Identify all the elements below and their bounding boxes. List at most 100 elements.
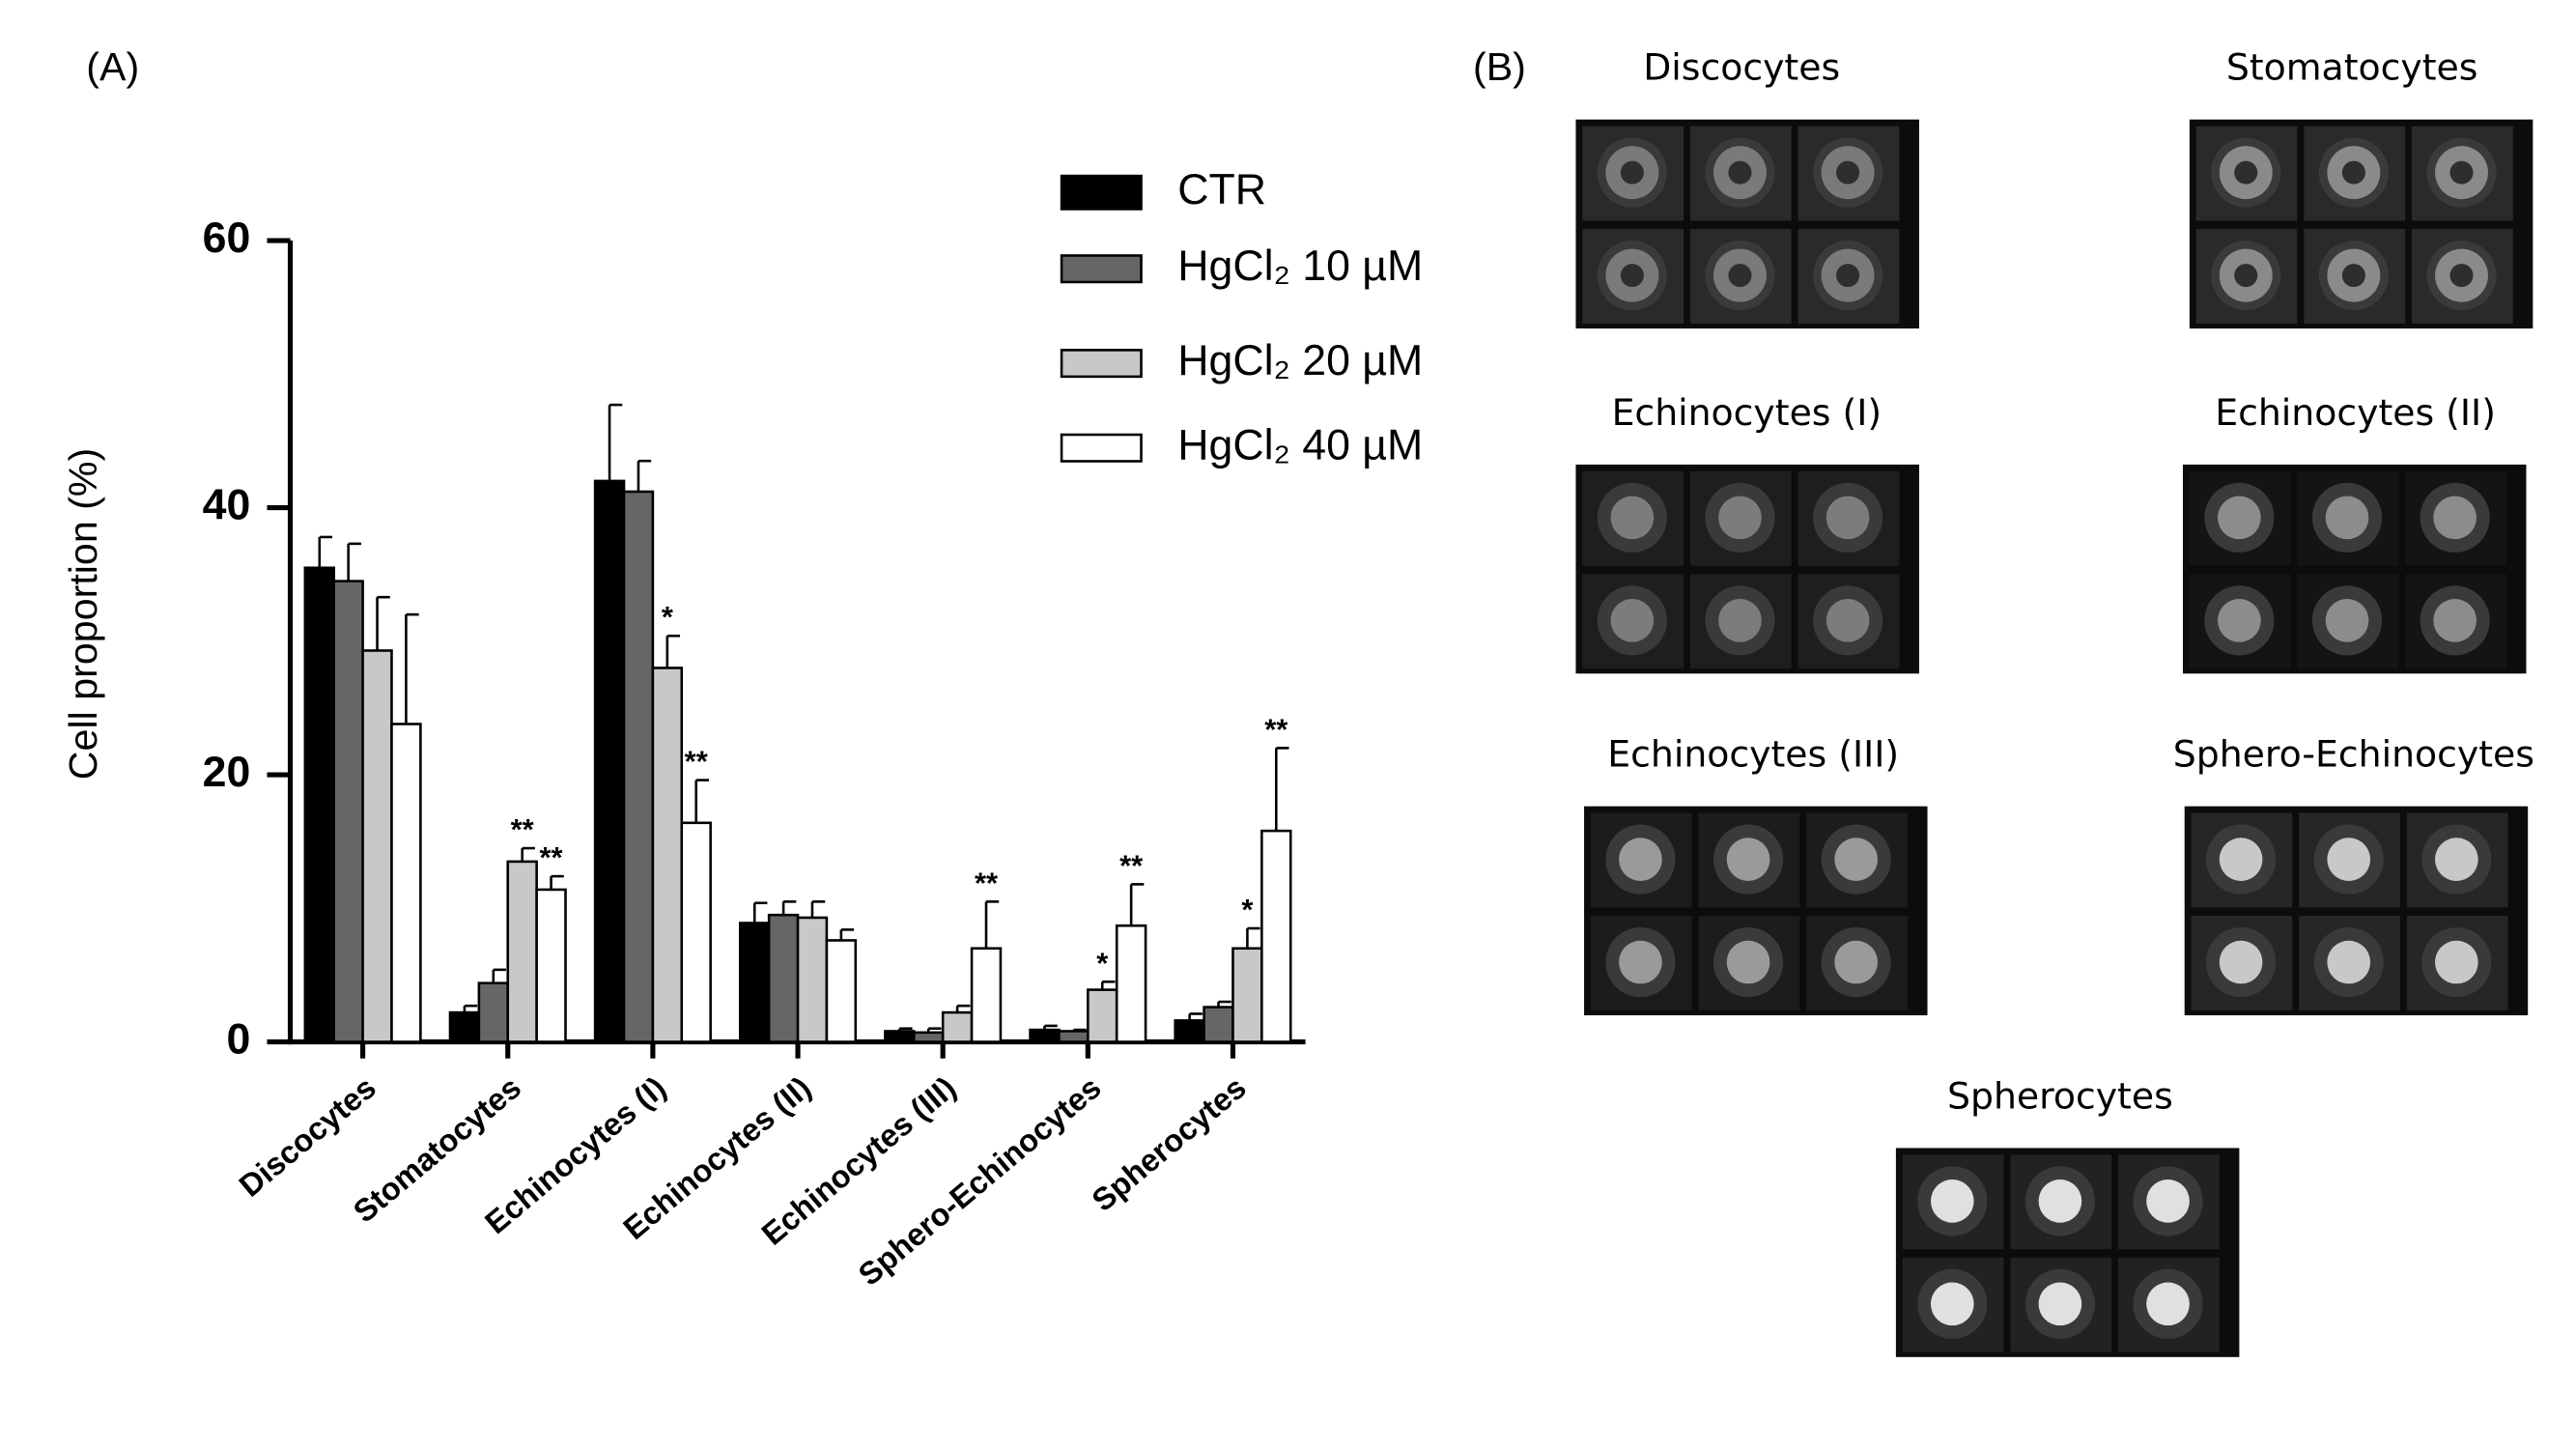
bar [680,821,712,1043]
bar [1174,1019,1205,1043]
y-tick-label: 40 [203,481,251,528]
cell-center [2449,160,2474,185]
bar [970,947,1003,1043]
cell-center [1836,264,1860,288]
cell [2327,838,2371,881]
cell [1930,1179,1974,1223]
image-title: Echinocytes (I) [1612,391,1882,434]
cell [1610,598,1655,642]
cell [1726,940,1770,984]
bar [332,580,364,1043]
cell [1826,496,1870,540]
panel-label: (B) [1473,44,1526,89]
micrograph [1895,1148,2240,1357]
legend-label: CTR [1177,166,1266,213]
bar [1029,1028,1061,1043]
bar [448,1010,481,1043]
micrograph [2184,806,2529,1016]
image-title: Sphero-Echinocytes [2173,733,2534,776]
cell [1718,496,1762,540]
bar [1115,923,1147,1043]
micrograph [1575,464,1919,674]
cell [1834,940,1879,984]
significance: * [1241,893,1253,926]
bar [1058,1030,1090,1043]
micrograph [1584,806,1928,1016]
cell-center [1620,264,1644,288]
significance: ** [511,812,534,846]
bar [390,723,422,1043]
cell [2325,598,2369,642]
significance: ** [540,840,563,874]
cell [2327,940,2371,984]
bar [535,888,567,1043]
cell-center [2341,160,2365,185]
significance: ** [975,866,998,899]
cell [1718,598,1762,642]
x-tick-label: Discocytes [232,1069,382,1204]
cell [2218,496,2261,540]
cell [2146,1282,2190,1326]
cell-center [1728,264,1752,288]
image-title: Spherocytes [1947,1074,2173,1117]
cell [2218,598,2261,642]
bar [825,939,858,1043]
x-tick-label: Sphero-Echinocytes [851,1069,1107,1293]
cell-center [1620,160,1644,185]
cell-center [2341,264,2365,288]
cell [2435,940,2478,984]
x-tick-label: Spherocytes [1085,1069,1253,1218]
cell-center [1728,160,1752,185]
bar [651,667,684,1043]
legend-label: HgCl₂ 40 µM [1177,422,1423,469]
image-title: Discocytes [1643,46,1840,89]
cell [2146,1179,2190,1223]
bar [1203,1006,1234,1043]
bar [738,922,771,1043]
y-axis-label: Cell proportion (%) [61,448,105,781]
bar [941,1010,974,1043]
cell [1834,838,1879,881]
cell-center [2449,264,2474,288]
bar [884,1030,916,1043]
cell [2219,940,2263,984]
cell [2219,838,2263,881]
legend-swatch [1060,254,1143,284]
cell [1619,940,1662,984]
cell [2038,1282,2082,1326]
legend-label: HgCl₂ 10 µM [1177,242,1423,290]
bar [593,479,626,1043]
bar [622,490,655,1043]
legend-swatch [1060,349,1143,379]
micrograph [2189,119,2534,329]
cell-center [2234,160,2258,185]
bar [477,981,510,1043]
bar [767,913,800,1043]
cell [2325,496,2369,540]
bar [1260,829,1292,1043]
y-tick-label: 20 [203,749,251,796]
cell [1610,496,1655,540]
cell-center [2234,264,2258,288]
bar [796,916,829,1043]
legend-swatch [1060,433,1143,463]
cell [2433,598,2477,642]
bar [506,860,538,1043]
bar [1231,947,1263,1043]
significance: * [1096,946,1108,980]
cell [1726,838,1770,881]
significance: ** [685,745,708,779]
bar [361,649,393,1043]
cell [2038,1179,2082,1223]
image-title: Echinocytes (II) [2215,391,2496,434]
image-title: Stomatocytes [2226,46,2478,89]
cell-center [1836,160,1860,185]
cell [1930,1282,1974,1326]
bar [303,566,336,1043]
legend-swatch [1060,174,1143,211]
legend-label: HgCl₂ 20 µM [1177,337,1423,384]
micrograph [2182,464,2527,674]
cell [2435,838,2478,881]
cell [2433,496,2477,540]
